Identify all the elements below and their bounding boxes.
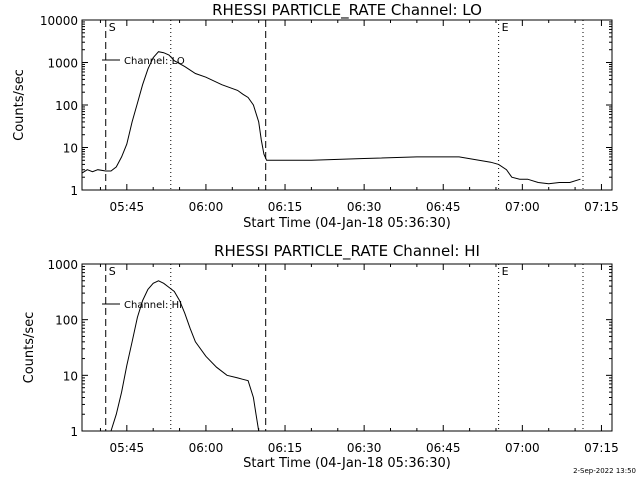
x-axis-label: Start Time (04-Jan-18 05:36:30)	[243, 456, 451, 471]
legend-label: Channel: LO	[124, 56, 185, 67]
plot-frame	[81, 19, 613, 191]
chart-title: RHESSI PARTICLE_RATE Channel: HI	[214, 242, 480, 261]
x-tick-label: 07:15	[584, 441, 619, 455]
x-tick-label: 06:45	[426, 200, 461, 214]
y-tick-label: 10	[63, 369, 78, 383]
y-tick-label: 1	[70, 425, 78, 439]
chart-title: RHESSI PARTICLE_RATE Channel: LO	[212, 1, 482, 20]
time-marker-label: S	[109, 21, 116, 34]
x-tick-label: 06:00	[189, 200, 224, 214]
legend-label: Channel: HI	[124, 300, 182, 311]
x-tick-label: 06:15	[268, 200, 303, 214]
time-marker-label: E	[502, 21, 509, 34]
x-tick-label: 06:45	[426, 441, 461, 455]
footer-timestamp: 2-Sep-2022 13:50	[573, 467, 636, 475]
series-line	[110, 280, 260, 432]
y-tick-label: 1000	[47, 258, 78, 272]
x-tick-label: 06:30	[347, 200, 382, 214]
x-tick-label: 06:30	[347, 441, 382, 455]
x-axis-label: Start Time (04-Jan-18 05:36:30)	[243, 216, 451, 231]
x-tick-label: 05:45	[110, 441, 145, 455]
lo-channel-panel: RHESSI PARTICLE_RATE Channel: LO Start Ti…	[12, 1, 619, 231]
y-tick-label: 10000	[40, 14, 78, 28]
y-tick-label: 100	[55, 99, 78, 113]
x-tick-label: 06:00	[189, 441, 224, 455]
x-tick-label: 06:15	[268, 441, 303, 455]
x-tick-label: 05:45	[110, 200, 145, 214]
time-marker-label: S	[109, 265, 116, 278]
x-tick-label: 07:00	[505, 441, 540, 455]
y-axis-label: Counts/sec	[12, 69, 27, 141]
y-tick-label: 10	[63, 142, 78, 156]
series-line	[81, 51, 581, 185]
y-axis-label: Counts/sec	[22, 312, 37, 384]
plot-frame	[81, 263, 613, 432]
y-tick-label: 1	[70, 184, 78, 198]
x-tick-label: 07:00	[505, 200, 540, 214]
y-tick-label: 1000	[47, 57, 78, 71]
hi-channel-panel: RHESSI PARTICLE_RATE Channel: HI Start Ti…	[22, 242, 619, 471]
time-marker-label: E	[502, 265, 509, 278]
y-tick-label: 100	[55, 314, 78, 328]
x-tick-label: 07:15	[584, 200, 619, 214]
